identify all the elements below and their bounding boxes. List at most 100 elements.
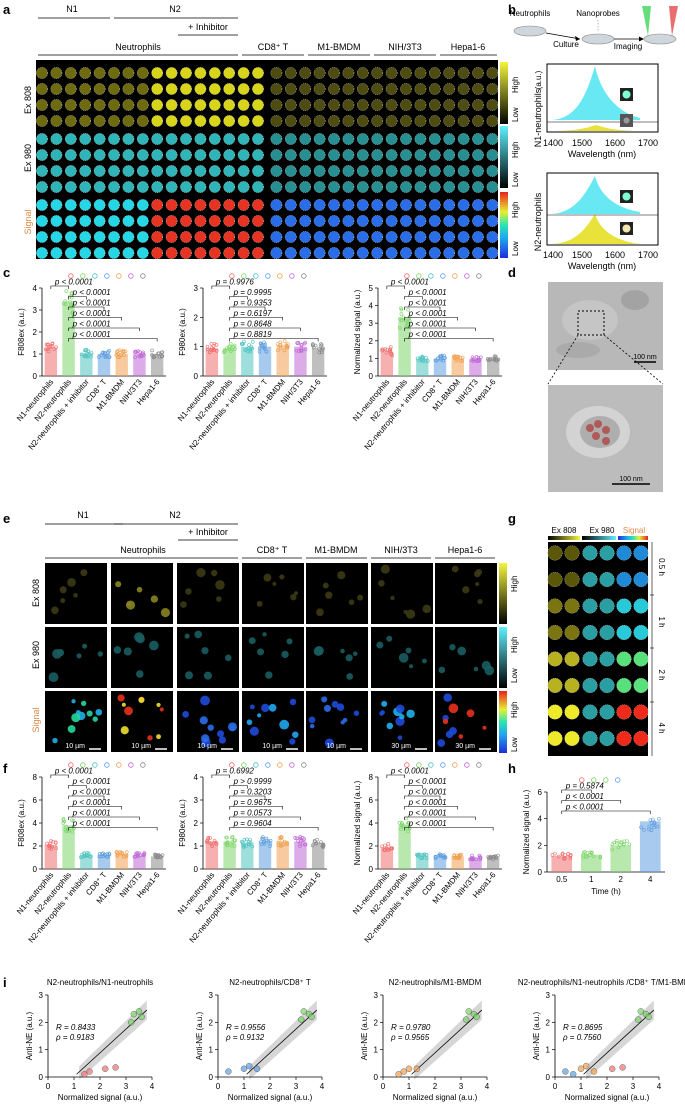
a-well xyxy=(342,165,355,177)
e-cell-blob xyxy=(477,598,483,605)
data-point xyxy=(137,350,142,354)
a-well xyxy=(93,133,106,145)
e-cell-blob xyxy=(80,700,87,707)
a-well xyxy=(486,165,499,177)
a-well xyxy=(93,231,106,243)
a-well xyxy=(328,67,340,79)
e-colorbar-jet xyxy=(499,691,507,753)
data-point xyxy=(262,842,267,846)
a-well xyxy=(180,199,192,211)
data-point xyxy=(610,842,615,847)
data-point xyxy=(86,349,91,354)
e-cell-blob xyxy=(405,609,416,619)
a-well xyxy=(93,215,106,227)
group-marker xyxy=(404,273,410,279)
data-point xyxy=(151,354,156,358)
e-cell-blob xyxy=(443,693,452,702)
a-well xyxy=(443,231,456,243)
data-point xyxy=(139,354,144,359)
a-well xyxy=(443,83,456,95)
a-well xyxy=(371,165,384,177)
b-ylabel-n1: N1-neutrophils xyxy=(533,88,543,147)
group-marker xyxy=(140,273,146,279)
a-well xyxy=(223,247,235,259)
a-well xyxy=(486,215,499,227)
data-point xyxy=(158,355,162,359)
a-well xyxy=(299,199,312,211)
xtick-label: 4 xyxy=(150,1082,155,1091)
a-well xyxy=(486,83,499,95)
bar xyxy=(311,842,325,869)
a-well xyxy=(342,231,355,243)
e-cell-blob xyxy=(136,634,145,644)
group-marker xyxy=(591,777,597,783)
data-point xyxy=(651,823,656,827)
a-well xyxy=(457,247,470,259)
group-marker xyxy=(440,273,446,279)
e-tile xyxy=(242,627,304,688)
data-point xyxy=(319,350,324,355)
a-well xyxy=(136,115,149,127)
a-well xyxy=(65,231,77,243)
xtick-label: 1 xyxy=(407,1082,412,1091)
group-marker xyxy=(265,273,271,279)
data-point xyxy=(397,821,402,825)
a-well xyxy=(136,199,149,211)
data-point xyxy=(399,823,404,828)
a-well xyxy=(371,247,384,259)
data-point xyxy=(397,326,402,330)
data-point xyxy=(647,827,651,832)
e-cell-blob xyxy=(386,635,393,642)
a-well xyxy=(252,115,264,127)
b-ylabel-n2: N2-neutrophils xyxy=(533,192,543,251)
a-well xyxy=(50,99,63,111)
a-well xyxy=(270,215,283,227)
xtick-label: 2 xyxy=(98,1082,103,1091)
data-point xyxy=(568,856,573,861)
e-tile xyxy=(435,627,497,688)
g-time-2: 2 h xyxy=(657,669,666,680)
data-point xyxy=(282,348,287,353)
fit-line xyxy=(411,1009,483,1075)
data-point xyxy=(313,839,317,844)
p-value: p < 0.0001 xyxy=(408,309,447,318)
p-value: p < 0.0001 xyxy=(72,819,111,828)
ytick-label: 0 xyxy=(194,865,199,874)
e-cell-blob xyxy=(279,719,290,730)
xtick-label: 2 xyxy=(268,1082,273,1091)
ytick-label: 6 xyxy=(538,788,543,797)
e-cell-blob xyxy=(261,703,270,713)
p-value: p = 0.8648 xyxy=(233,320,273,329)
a-colorbar-yellow xyxy=(500,62,508,124)
e-cell-blob xyxy=(442,718,449,725)
e-cell-blob xyxy=(398,652,409,663)
data-point xyxy=(385,347,389,352)
p-value: p = 0.6992 xyxy=(215,767,255,776)
ytick-label: 0 xyxy=(538,868,543,877)
a-well xyxy=(223,199,235,211)
e-cell-blob xyxy=(475,581,480,587)
xlabel: Normalized signal (a.u.) xyxy=(565,1093,650,1102)
a-well xyxy=(165,67,178,79)
data-point xyxy=(50,845,54,849)
data-point xyxy=(478,355,483,360)
data-point xyxy=(240,840,245,845)
scatter-point xyxy=(465,1008,473,1015)
data-point xyxy=(311,342,315,346)
ylabel: Anti-NE (a.u.) xyxy=(25,1011,34,1060)
data-point xyxy=(591,854,596,859)
panel-letter-f: f xyxy=(3,761,8,776)
a-well xyxy=(443,181,456,193)
ylabel: F808ex (a.u.) xyxy=(17,799,26,847)
data-point xyxy=(142,853,146,858)
g-well xyxy=(547,545,563,561)
g-well xyxy=(564,731,580,747)
a-well xyxy=(414,199,427,211)
data-point xyxy=(50,344,54,348)
a-well xyxy=(108,67,120,79)
ytick-label: 2 xyxy=(194,819,199,828)
p-value: p < 0.0001 xyxy=(408,819,447,828)
g-well xyxy=(547,572,563,588)
e-cell-blob xyxy=(203,671,212,680)
